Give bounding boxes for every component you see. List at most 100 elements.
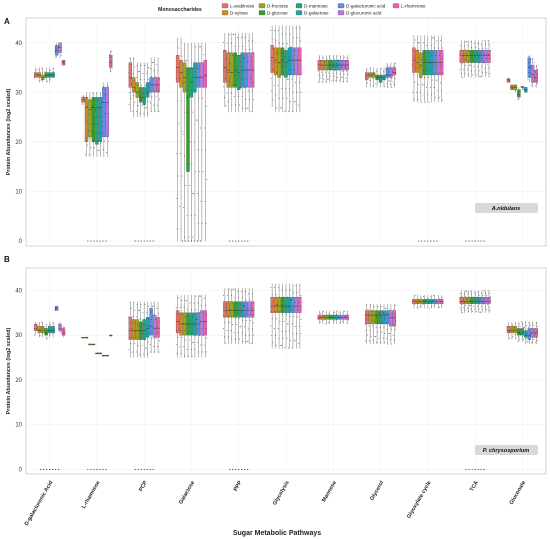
data-point [514,327,516,329]
data-point [192,316,194,318]
data-point [328,78,330,80]
data-point [151,319,153,321]
data-point [531,336,533,338]
data-point [511,86,513,88]
data-point [426,69,428,71]
data-point [375,310,377,312]
data-point [148,306,150,308]
data-point [483,62,485,64]
data-point [287,78,289,80]
data-point [441,89,443,91]
data-point [438,306,440,308]
box [273,296,278,313]
data-point [176,353,178,355]
data-point [107,113,109,115]
data-point [206,179,208,181]
data-point [338,59,340,61]
data-point [286,323,288,325]
data-point [148,87,150,89]
data-point [251,307,253,309]
data-point [284,110,286,112]
data-point [364,77,366,79]
data-point [250,110,252,112]
data-point [248,69,250,71]
box [392,67,397,76]
data-point [512,324,514,326]
data-point [471,302,473,304]
data-point [478,303,480,305]
box [58,323,62,331]
data-point [105,354,107,356]
data-point [252,98,254,100]
data-point [236,83,238,85]
data-point [81,103,83,105]
data-point [136,316,138,318]
legend-swatch [258,10,266,16]
data-point [139,353,141,355]
data-point [149,324,151,326]
data-point [249,320,251,322]
data-point [245,334,247,336]
data-point [488,292,490,294]
data-point [434,72,436,74]
data-point [441,305,443,307]
data-point [200,75,202,77]
data-point [478,299,480,301]
data-point [322,311,324,313]
data-point [291,299,293,301]
data-point [33,334,35,336]
data-point [197,149,199,151]
data-point [88,343,90,345]
box [175,55,180,83]
data-point [197,68,199,70]
data-point [482,295,484,297]
data-point [150,351,152,353]
data-point [198,311,200,313]
data-point [324,71,326,73]
data-point [373,331,375,333]
data-point [341,60,343,62]
data-point [288,56,290,58]
box [294,296,299,313]
data-point [293,316,295,318]
data-point [200,344,202,346]
data-point [50,330,52,332]
data-point [394,63,396,65]
data-point [110,64,112,66]
data-point [370,304,372,306]
data-point [442,99,444,101]
data-point [157,345,159,347]
data-point [295,27,297,29]
data-point [224,50,226,52]
data-point [224,301,226,303]
box [466,296,470,304]
data-point [321,64,323,66]
data-point [466,299,468,301]
data-point [415,66,417,68]
data-point [234,297,236,299]
outlier-point [468,468,470,471]
data-point [420,77,422,79]
data-point [347,57,349,59]
data-point [270,287,272,289]
data-point [192,192,194,194]
data-point [464,72,466,74]
data-point [372,77,374,79]
data-point [337,59,339,61]
data-point [195,318,197,320]
data-point [425,59,427,61]
data-point [55,47,57,49]
data-point [300,40,302,42]
data-point [204,200,206,202]
data-point [379,312,381,314]
data-point [89,113,91,115]
data-point [532,330,534,332]
x-tick-label: PCP [138,480,149,493]
data-point [177,100,179,102]
data-point [137,324,139,326]
data-point [136,76,138,78]
data-point [130,63,132,65]
legend-swatch [392,3,400,9]
data-point [289,101,291,103]
data-point [63,61,65,63]
